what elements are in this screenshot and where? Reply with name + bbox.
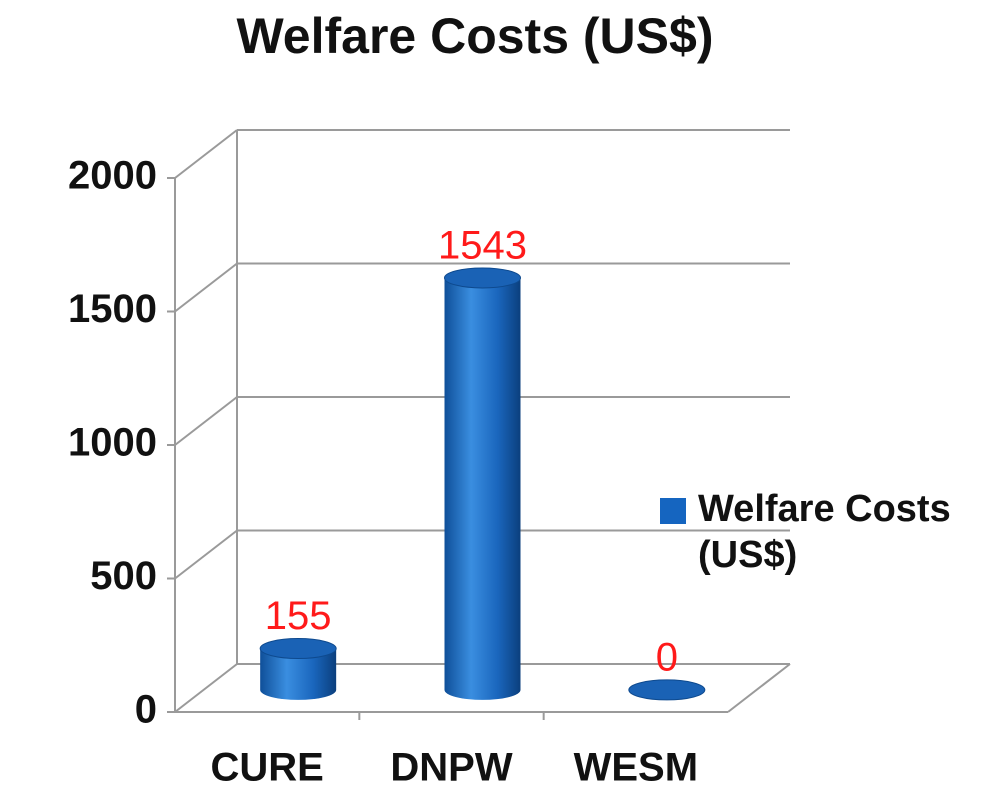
y-tick-label: 1000 [68, 421, 157, 465]
y-tick-label: 0 [135, 688, 157, 732]
bar-body [260, 648, 337, 700]
x-tick-label: WESM [574, 746, 698, 790]
bar [444, 267, 521, 700]
x-tick-label: DNPW [390, 746, 512, 790]
bar [259, 638, 337, 700]
grid-line-diagonal [174, 663, 238, 713]
y-tick-label: 2000 [68, 154, 157, 198]
grid-line-diagonal [174, 129, 238, 179]
legend: Welfare Costs (US$) [660, 486, 960, 578]
y-tick-label: 1500 [68, 287, 157, 331]
grid-line-diagonal [174, 529, 238, 580]
bar-top [628, 679, 706, 701]
bar [628, 679, 706, 701]
bar-body [444, 277, 521, 700]
data-label: 1543 [438, 224, 527, 268]
data-label: 0 [656, 635, 678, 679]
data-label: 155 [265, 594, 332, 638]
bar-top [444, 267, 521, 289]
grid-line-diagonal [174, 262, 238, 313]
legend-swatch [660, 498, 686, 524]
grid-line-diagonal [174, 396, 238, 446]
x-tick-label: CURE [210, 746, 323, 790]
y-tick-label: 500 [90, 554, 157, 598]
floor-right [727, 663, 791, 713]
legend-label: Welfare Costs (US$) [698, 488, 951, 576]
chart-title: Welfare Costs (US$) [237, 8, 714, 64]
bar-top [259, 638, 337, 660]
